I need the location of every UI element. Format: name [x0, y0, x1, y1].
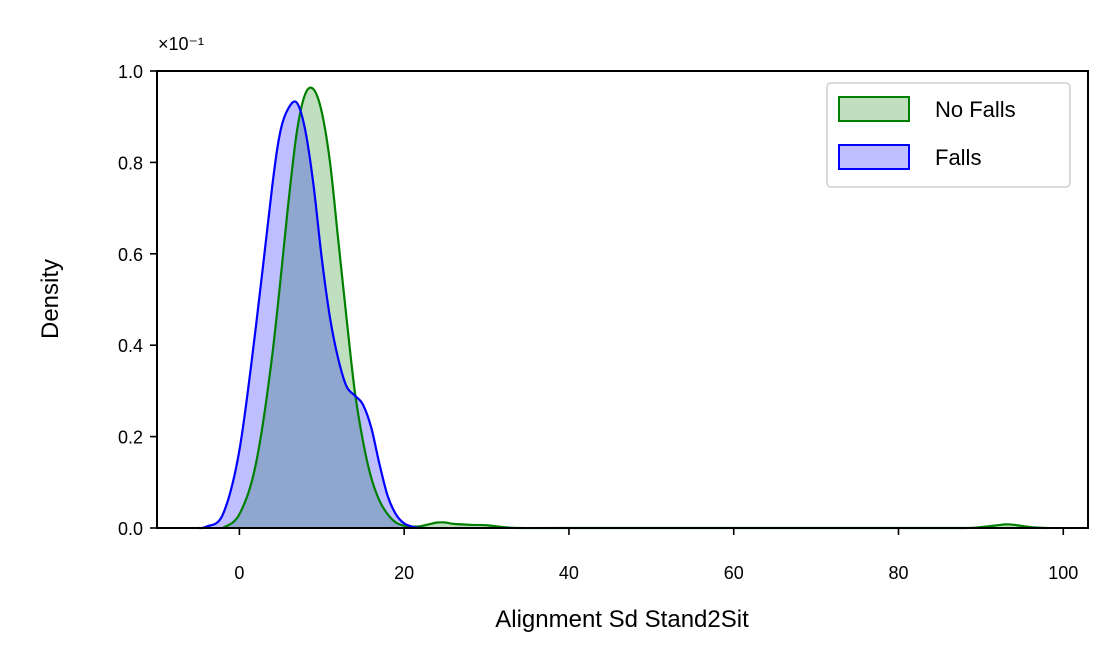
x-tick-label: 40: [559, 563, 579, 583]
y-tick-label: 0.8: [118, 153, 143, 173]
x-tick-label: 100: [1048, 563, 1078, 583]
y-scale-label: ×10⁻¹: [158, 34, 204, 54]
y-axis-label: Density: [37, 259, 64, 339]
x-tick-label: 80: [888, 563, 908, 583]
y-tick-label: 0.2: [118, 428, 143, 448]
legend-label: Falls: [935, 145, 981, 170]
series-area-falls: [198, 101, 421, 529]
legend-box: [826, 82, 1071, 188]
y-tick-label: 0.6: [118, 245, 143, 265]
series-line-falls: [198, 100, 421, 530]
legend: No Falls Falls: [826, 82, 1071, 188]
legend-swatch: [838, 96, 910, 122]
plot-frame: [156, 70, 1089, 529]
y-tick-label: 0.4: [118, 336, 143, 356]
x-axis-label: Alignment Sd Stand2Sit: [495, 606, 749, 633]
x-tick-label: 60: [724, 563, 744, 583]
y-tick-label: 0.0: [118, 519, 143, 539]
x-tick-label: 20: [394, 563, 414, 583]
x-tick-label: 0: [234, 563, 244, 583]
legend-label: No Falls: [935, 97, 1016, 122]
legend-swatch: [838, 144, 910, 170]
y-tick-label: 1.0: [118, 62, 143, 82]
